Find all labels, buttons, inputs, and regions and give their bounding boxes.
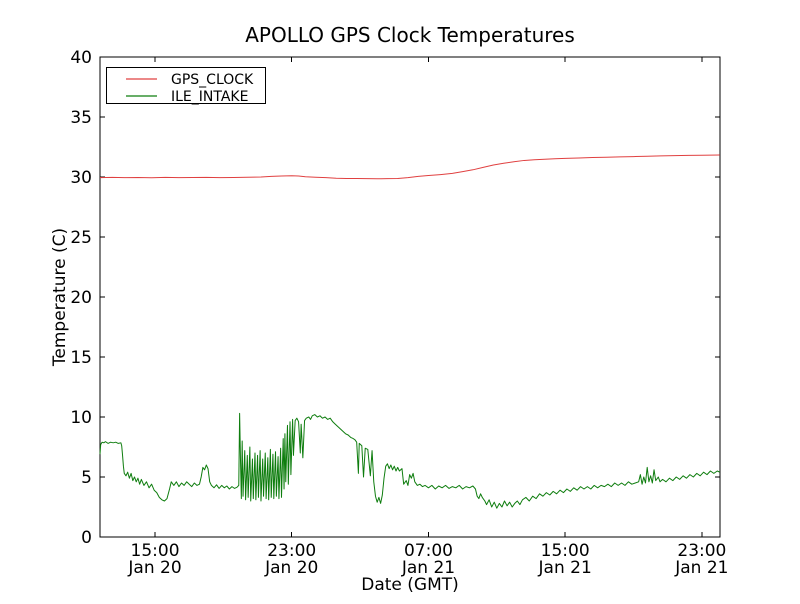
y-tick-label: 40 xyxy=(70,48,92,68)
y-tick-label: 0 xyxy=(81,528,92,548)
y-tick-label: 10 xyxy=(70,408,92,428)
y-tick-label: 5 xyxy=(81,468,92,488)
y-tick-label: 25 xyxy=(70,228,92,248)
x-tick-label-date: Jan 20 xyxy=(127,558,181,578)
x-tick-label-time: 15:00 xyxy=(541,541,590,561)
y-tick-label: 35 xyxy=(70,108,92,128)
x-tick-label-time: 15:00 xyxy=(131,541,180,561)
x-tick-label-time: 23:00 xyxy=(267,541,316,561)
series-ile_intake xyxy=(99,412,721,509)
legend-label-ile-intake: ILE_INTAKE xyxy=(171,89,248,105)
legend: GPS_CLOCK ILE_INTAKE xyxy=(106,67,266,105)
x-tick-label-date: Jan 21 xyxy=(401,558,455,578)
x-tick-label-date: Jan 21 xyxy=(538,558,592,578)
y-tick-label: 20 xyxy=(70,288,92,308)
y-tick-label: 30 xyxy=(70,168,92,188)
x-tick-label-date: Jan 20 xyxy=(264,558,318,578)
legend-label-gps-clock: GPS_CLOCK xyxy=(171,72,254,88)
axes-spines xyxy=(99,56,721,538)
x-tick-label-time: 23:00 xyxy=(677,541,726,561)
y-axis-label: Temperature (C) xyxy=(50,228,70,367)
legend-box xyxy=(106,67,266,104)
x-axis-label: Date (GMT) xyxy=(361,575,459,595)
x-tick-label-date: Jan 21 xyxy=(674,558,728,578)
y-tick-label: 15 xyxy=(70,348,92,368)
chart-title: APOLLO GPS Clock Temperatures xyxy=(245,23,575,47)
series-gps_clock xyxy=(99,154,720,180)
x-tick-label-time: 07:00 xyxy=(404,541,453,561)
